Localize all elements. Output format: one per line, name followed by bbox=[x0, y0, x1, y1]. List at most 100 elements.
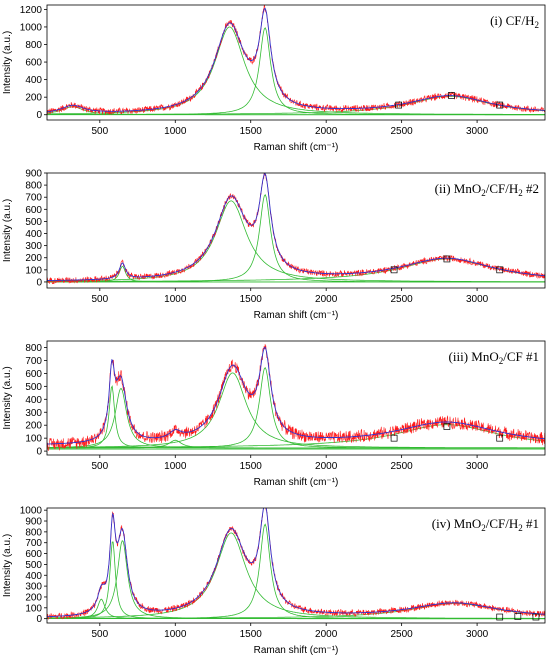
fit-marker-2 bbox=[448, 92, 455, 99]
x-tick-label: 2500 bbox=[391, 461, 414, 472]
panel-title: (ii) MnO2/CF/H2 #2 bbox=[435, 181, 539, 198]
y-tick-label: 800 bbox=[25, 181, 42, 192]
panel-title-main: (iii) MnO bbox=[449, 349, 499, 364]
x-tick-label: 500 bbox=[91, 461, 108, 472]
y-tick-label: 700 bbox=[25, 193, 42, 204]
y-tick-label: 500 bbox=[25, 382, 42, 393]
y-axis-label: Intensity (a.u.) bbox=[2, 199, 13, 262]
panel-title-sub: 2 bbox=[481, 523, 486, 533]
fit-component-2 bbox=[47, 26, 545, 115]
panel-title-tail: /CF/H bbox=[486, 516, 519, 531]
fit-sum-curve bbox=[47, 508, 545, 618]
y-tick-label: 700 bbox=[25, 356, 42, 367]
plot-frame bbox=[46, 4, 546, 121]
y-axis-label: Intensity (a.u.) bbox=[2, 366, 13, 429]
y-tick-label: 600 bbox=[25, 369, 42, 380]
y-tick-label: 400 bbox=[25, 75, 42, 86]
x-tick-label: 2000 bbox=[315, 461, 338, 472]
y-tick-label: 0 bbox=[36, 110, 42, 121]
x-tick-label: 2000 bbox=[315, 126, 338, 137]
y-tick-label: 400 bbox=[25, 571, 42, 582]
x-axis-label: Raman shift (cm⁻¹) bbox=[254, 645, 339, 656]
panel-title-tail: /CF #1 bbox=[503, 349, 539, 364]
plot-area bbox=[47, 173, 545, 285]
y-tick-label: 200 bbox=[25, 253, 42, 264]
y-tick-label: 1000 bbox=[20, 22, 43, 33]
measured-spectrum bbox=[47, 344, 545, 451]
fit-marker-2 bbox=[443, 423, 451, 430]
fit-component-4 bbox=[47, 532, 545, 619]
y-tick-label: 500 bbox=[25, 217, 42, 228]
x-tick-label: 1500 bbox=[240, 629, 263, 640]
y-tick-label: 100 bbox=[25, 265, 42, 276]
panel-title-sub: 2 bbox=[481, 188, 486, 198]
panel-title-main: (i) CF/H bbox=[490, 13, 534, 28]
y-tick-label: 800 bbox=[25, 343, 42, 354]
x-tick-label: 1000 bbox=[164, 126, 187, 137]
y-tick-label: 400 bbox=[25, 395, 42, 406]
x-tick-label: 3000 bbox=[466, 629, 489, 640]
x-tick-label: 2500 bbox=[391, 629, 414, 640]
fit-marker-3 bbox=[496, 266, 504, 274]
x-tick-label: 2000 bbox=[315, 629, 338, 640]
fit-component-1 bbox=[47, 385, 545, 449]
panel-title: (iv) MnO2/CF/H2 #1 bbox=[432, 516, 539, 533]
x-axis-label: Raman shift (cm⁻¹) bbox=[254, 477, 339, 488]
x-axis-label: Raman shift (cm⁻¹) bbox=[254, 310, 339, 321]
x-tick-label: 2000 bbox=[315, 294, 338, 305]
y-tick-label: 100 bbox=[25, 434, 42, 445]
x-tick-label: 1500 bbox=[240, 126, 263, 137]
y-tick-label: 400 bbox=[25, 229, 42, 240]
x-tick-label: 1000 bbox=[164, 461, 187, 472]
fit-marker-3 bbox=[532, 613, 540, 621]
y-tick-label: 0 bbox=[36, 614, 42, 625]
y-tick-label: 100 bbox=[25, 603, 42, 614]
y-tick-label: 500 bbox=[25, 560, 42, 571]
panel-title-end: #1 bbox=[523, 516, 539, 531]
x-tick-label: 3000 bbox=[466, 461, 489, 472]
y-tick-label: 800 bbox=[25, 527, 42, 538]
plot-frame bbox=[46, 340, 546, 456]
fit-component-3 bbox=[47, 27, 545, 116]
x-tick-label: 500 bbox=[91, 294, 108, 305]
spectrum-panel-3: 500 1000 1500 2000 2500 3000 0 100 200 300 400 500 6… bbox=[2, 340, 546, 488]
fit-marker-1 bbox=[390, 434, 398, 442]
x-axis-label: Raman shift (cm⁻¹) bbox=[254, 142, 339, 153]
fit-marker-1 bbox=[496, 613, 504, 621]
fit-marker-1 bbox=[390, 266, 398, 274]
y-tick-label: 0 bbox=[36, 447, 42, 458]
panel-title-sub: 2 bbox=[499, 356, 504, 366]
panel-title-end: #2 bbox=[523, 181, 539, 196]
x-tick-label: 2500 bbox=[391, 126, 414, 137]
y-axis-label: Intensity (a.u.) bbox=[2, 31, 13, 94]
panel-title: (i) CF/H2 bbox=[490, 13, 539, 30]
y-tick-label: 200 bbox=[25, 592, 42, 603]
x-tick-label: 1500 bbox=[240, 461, 263, 472]
plot-area bbox=[47, 5, 545, 116]
y-tick-label: 900 bbox=[25, 169, 42, 180]
x-tick-label: 2500 bbox=[391, 294, 414, 305]
y-tick-label: 1000 bbox=[20, 506, 43, 517]
panel-title-tail: /CF/H bbox=[486, 181, 519, 196]
plot-area bbox=[47, 344, 545, 451]
spectrum-panel-1: 500 1000 1500 2000 2500 3000 0 200 400 600 800 1000… bbox=[2, 4, 546, 153]
y-tick-label: 200 bbox=[25, 421, 42, 432]
y-axis-label: Intensity (a.u.) bbox=[2, 534, 13, 597]
fit-marker-2 bbox=[514, 613, 522, 620]
panel-title-main: (iv) MnO bbox=[432, 516, 481, 531]
x-tick-label: 1500 bbox=[240, 294, 263, 305]
fit-component-2 bbox=[47, 387, 545, 449]
x-tick-label: 1000 bbox=[164, 294, 187, 305]
panel-title: (iii) MnO2/CF #1 bbox=[449, 349, 539, 366]
y-tick-label: 900 bbox=[25, 517, 42, 528]
fit-sum-curve bbox=[47, 173, 545, 281]
fit-marker-2 bbox=[443, 255, 451, 263]
spectrum-panel-4: 500 1000 1500 2000 2500 300001002003004005006… bbox=[2, 506, 546, 656]
fit-marker-1 bbox=[395, 101, 402, 109]
y-tick-label: 600 bbox=[25, 58, 42, 69]
x-tick-label: 3000 bbox=[466, 294, 489, 305]
y-tick-label: 600 bbox=[25, 549, 42, 560]
y-tick-label: 300 bbox=[25, 241, 42, 252]
x-tick-label: 500 bbox=[91, 126, 108, 137]
